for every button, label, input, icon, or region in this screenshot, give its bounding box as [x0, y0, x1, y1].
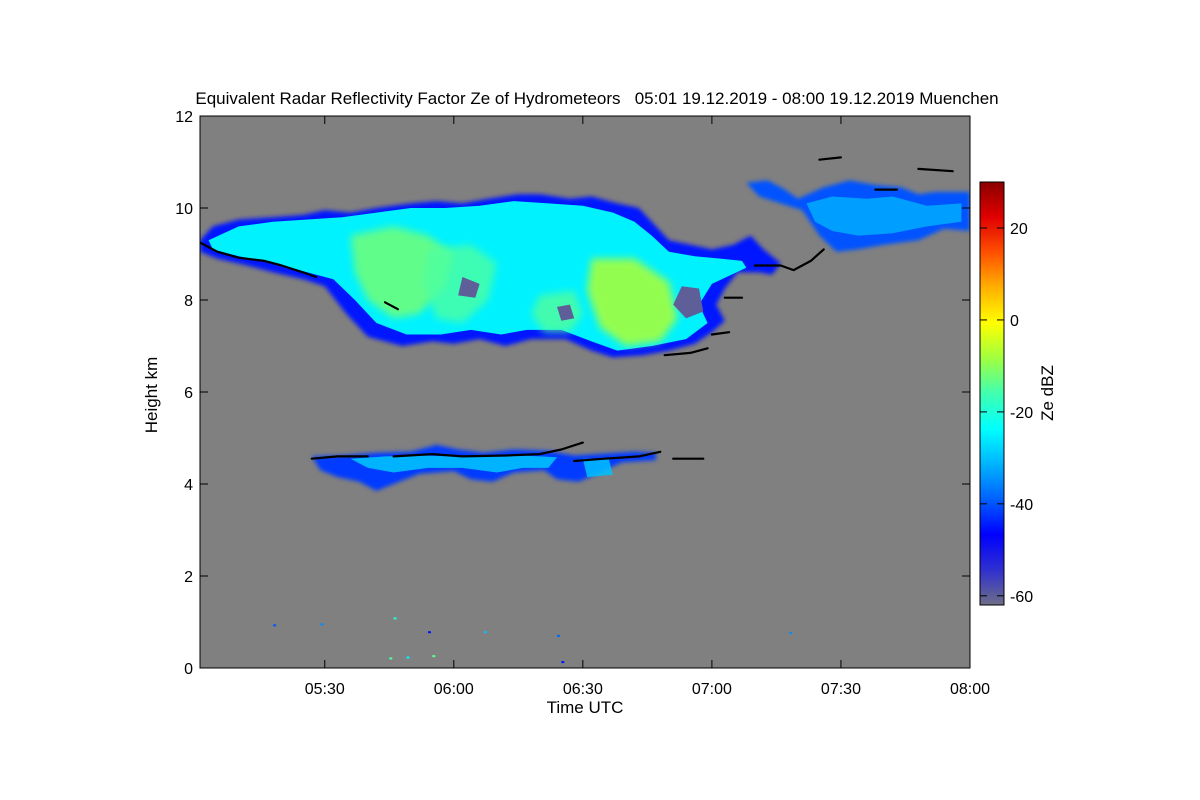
black-line-segment	[383, 301, 399, 311]
x-tick-label: 06:30	[563, 681, 603, 698]
echo-speckle	[483, 631, 487, 634]
black-line-segment	[573, 450, 662, 463]
echo-strong	[531, 290, 583, 333]
echo-speckle	[320, 623, 324, 626]
black-lines	[200, 156, 954, 463]
colorbar-tick-label: -60	[1010, 589, 1033, 606]
black-line-segment	[310, 455, 369, 460]
y-tick-label: 12	[175, 109, 193, 126]
echo-gap	[673, 286, 704, 319]
echo-core	[350, 455, 557, 473]
y-axis: 0 2 4 6 8 10 12	[175, 109, 970, 678]
y-tick-label: 4	[184, 477, 193, 494]
black-line-segment	[663, 347, 709, 357]
colorbar	[979, 181, 1005, 606]
x-tick-label: 06:00	[434, 681, 474, 698]
x-tick-label: 07:00	[692, 681, 732, 698]
echo-gap	[557, 304, 575, 321]
echo-strong	[423, 244, 497, 323]
y-tick-label: 6	[184, 385, 193, 402]
echo-speckle	[406, 656, 410, 659]
echo-speckle	[427, 631, 431, 634]
echo-core	[582, 458, 613, 478]
echo-speckle	[561, 661, 565, 664]
x-tick-label: 05:30	[305, 681, 345, 698]
echo-speckle	[389, 657, 393, 660]
black-line-segment	[818, 156, 843, 161]
echo-speckle	[393, 617, 397, 620]
black-line-segment	[917, 167, 954, 173]
echo-core	[806, 196, 962, 236]
echo-strong	[587, 258, 678, 346]
echo-speckle	[432, 655, 436, 658]
chart-title: Equivalent Radar Reflectivity Factor Ze …	[195, 89, 998, 108]
y-tick-label: 10	[175, 201, 193, 218]
black-line-segment	[710, 331, 731, 336]
y-tick-label: 2	[184, 569, 193, 586]
colorbar-tick-label: -20	[1010, 405, 1033, 422]
colorbar-label: Ze dBZ	[1038, 365, 1057, 421]
colorbar-tick-label: -40	[1010, 497, 1033, 514]
black-line-segment	[753, 248, 825, 272]
colorbar-tick-label: 20	[1010, 221, 1028, 238]
echo-speckle	[557, 634, 561, 637]
colorbar-ticks: -60 -40 -20 0 20	[980, 221, 1033, 606]
y-tick-label: 8	[184, 293, 193, 310]
colorbar-tick-label: 0	[1010, 313, 1019, 330]
x-axis: 05:30 06:00 06:30 07:00 07:30 08:00	[305, 116, 990, 698]
x-axis-label: Time UTC	[547, 698, 624, 717]
black-line-segment	[200, 241, 318, 279]
y-tick-label: 0	[184, 661, 193, 678]
echo-speckle	[789, 632, 793, 635]
reflectivity-echoes	[200, 180, 970, 664]
black-line-segment	[392, 441, 584, 458]
x-tick-label: 07:30	[821, 681, 861, 698]
echo-gap	[458, 277, 480, 298]
x-tick-label: 08:00	[950, 681, 990, 698]
y-axis-label: Height km	[142, 357, 161, 434]
echo-speckle	[273, 624, 277, 627]
